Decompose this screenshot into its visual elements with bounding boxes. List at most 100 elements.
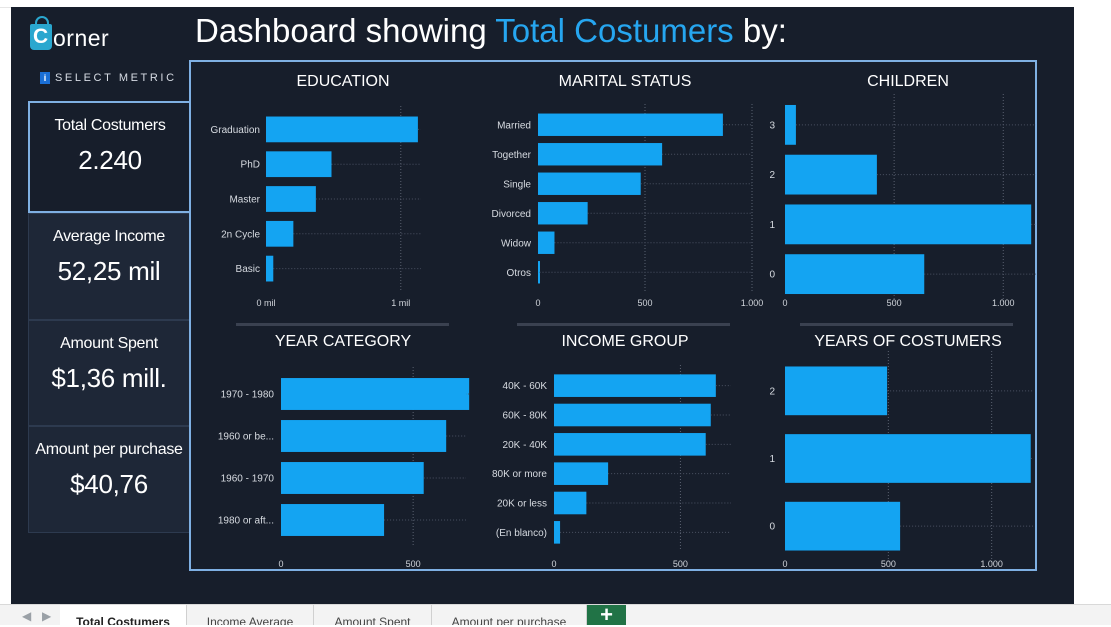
metric-card-label: Amount Spent xyxy=(60,335,158,352)
category-label: Widow xyxy=(501,238,532,249)
bar xyxy=(554,433,706,456)
title-prefix: Dashboard showing xyxy=(195,12,496,49)
metric-card-value: 2.240 xyxy=(78,145,142,175)
x-tick-label: 1.000 xyxy=(992,298,1015,308)
metric-card-total-costumers[interactable]: Total Costumers 2.240 xyxy=(28,101,190,213)
tab-amount-per-purchase[interactable]: Amount per purchase xyxy=(432,605,587,625)
category-label: (En blanco) xyxy=(496,528,547,539)
chart-title: CHILDREN xyxy=(867,73,949,90)
tab-total-costumers[interactable]: Total Costumers xyxy=(60,605,187,625)
right-margin xyxy=(1074,7,1111,604)
bar xyxy=(266,151,332,178)
category-label: 0 xyxy=(769,270,775,281)
bar xyxy=(266,116,418,143)
category-label: 1960 - 1970 xyxy=(221,474,275,485)
add-sheet-button[interactable]: + xyxy=(587,604,626,626)
bar xyxy=(281,420,447,452)
category-label: 20K - 40K xyxy=(503,440,548,451)
shopping-bag-icon: C xyxy=(30,16,52,50)
bar xyxy=(785,366,888,416)
tab-amount-spent[interactable]: Amount Spent xyxy=(314,605,432,625)
bar xyxy=(266,255,274,282)
bar xyxy=(538,231,555,254)
bar xyxy=(281,378,470,410)
bar xyxy=(785,501,901,551)
category-label: Divorced xyxy=(492,209,531,220)
category-label: 1960 or be... xyxy=(218,432,274,443)
title-suffix: by: xyxy=(733,12,787,49)
charts-frame xyxy=(189,60,1037,571)
category-label: 0 xyxy=(769,522,775,533)
chart-divider xyxy=(236,323,449,326)
bar xyxy=(538,202,588,225)
bar xyxy=(538,143,663,166)
metric-card-value: $40,76 xyxy=(70,469,148,499)
category-label: 2 xyxy=(769,170,775,181)
metric-card-amount-spent[interactable]: Amount Spent $1,36 mill. xyxy=(28,320,190,426)
category-label: 1 xyxy=(769,220,775,231)
x-tick-label: 500 xyxy=(406,559,421,569)
metric-card-label: Average Income xyxy=(52,228,166,245)
chart-divider xyxy=(517,323,730,326)
x-tick-label: 0 xyxy=(782,559,787,569)
x-tick-label: 0 mil xyxy=(256,298,275,308)
select-metric-label: SELECT METRIC xyxy=(55,72,177,84)
category-label: 60K - 80K xyxy=(503,411,548,422)
x-tick-label: 1.000 xyxy=(741,298,764,308)
chart-title: MARITAL STATUS xyxy=(559,73,692,90)
logo-text: orner xyxy=(53,25,110,51)
category-label: Single xyxy=(503,179,531,190)
sheet-tab-bar: ◀ ▶ Total Costumers Income Average Amoun… xyxy=(0,604,1111,626)
bar xyxy=(785,254,925,295)
bar xyxy=(785,434,1031,483)
metric-card-label: Total Costumers xyxy=(54,117,166,134)
info-icon[interactable]: i xyxy=(40,72,50,84)
chart-title: EDUCATION xyxy=(296,73,389,90)
bar xyxy=(554,403,711,427)
metric-card-value: $1,36 mill. xyxy=(51,363,167,393)
bar xyxy=(554,462,609,485)
category-label: 40K - 60K xyxy=(503,381,548,392)
bar xyxy=(554,491,587,515)
category-label: Together xyxy=(492,150,532,161)
tab-next-icon[interactable]: ▶ xyxy=(42,609,52,623)
bar xyxy=(538,261,540,284)
tab-prev-icon[interactable]: ◀ xyxy=(22,609,32,623)
select-metric-header: i SELECT METRIC xyxy=(40,68,190,88)
x-tick-label: 1.000 xyxy=(980,559,1003,569)
category-label: 1970 - 1980 xyxy=(221,390,275,401)
x-tick-label: 0 xyxy=(278,559,283,569)
category-label: 2n Cycle xyxy=(221,229,260,240)
bar xyxy=(266,220,294,247)
bar-charts: EDUCATION 0 mil 1 mil Graduation PhD Master 2n… xyxy=(211,73,1036,569)
bar xyxy=(281,504,385,536)
bar xyxy=(281,462,424,494)
category-label: 1 xyxy=(769,454,775,465)
category-label: Otros xyxy=(507,268,531,279)
chart-title: YEARS OF COSTUMERS xyxy=(814,333,1002,350)
bar xyxy=(554,374,716,397)
x-tick-label: 0 xyxy=(535,298,540,308)
category-label: Married xyxy=(497,120,531,131)
dashboard-title: Dashboard showing Total Costumers by: xyxy=(195,10,787,52)
x-tick-label: 500 xyxy=(881,559,896,569)
tab-label: Income Average xyxy=(206,615,294,625)
category-label: 20K or less xyxy=(497,499,547,510)
chart-title: INCOME GROUP xyxy=(561,333,688,350)
bar xyxy=(538,172,641,195)
tab-label: Amount Spent xyxy=(334,615,411,625)
tab-income-average[interactable]: Income Average xyxy=(187,605,314,625)
category-label: 3 xyxy=(769,120,775,131)
tab-label: Total Costumers xyxy=(76,615,170,625)
metric-card-average-income[interactable]: Average Income 52,25 mil xyxy=(28,213,190,320)
bar xyxy=(266,186,316,212)
bar xyxy=(785,154,877,195)
x-tick-label: 0 xyxy=(782,298,787,308)
metric-card-value: 52,25 mil xyxy=(57,256,161,286)
category-label: 2 xyxy=(769,386,775,397)
x-tick-label: 1 mil xyxy=(391,298,410,308)
metric-card-amount-per-purchase[interactable]: Amount per purchase $40,76 xyxy=(28,426,190,533)
bar xyxy=(538,113,723,136)
x-tick-label: 500 xyxy=(887,298,902,308)
bar xyxy=(785,104,796,145)
